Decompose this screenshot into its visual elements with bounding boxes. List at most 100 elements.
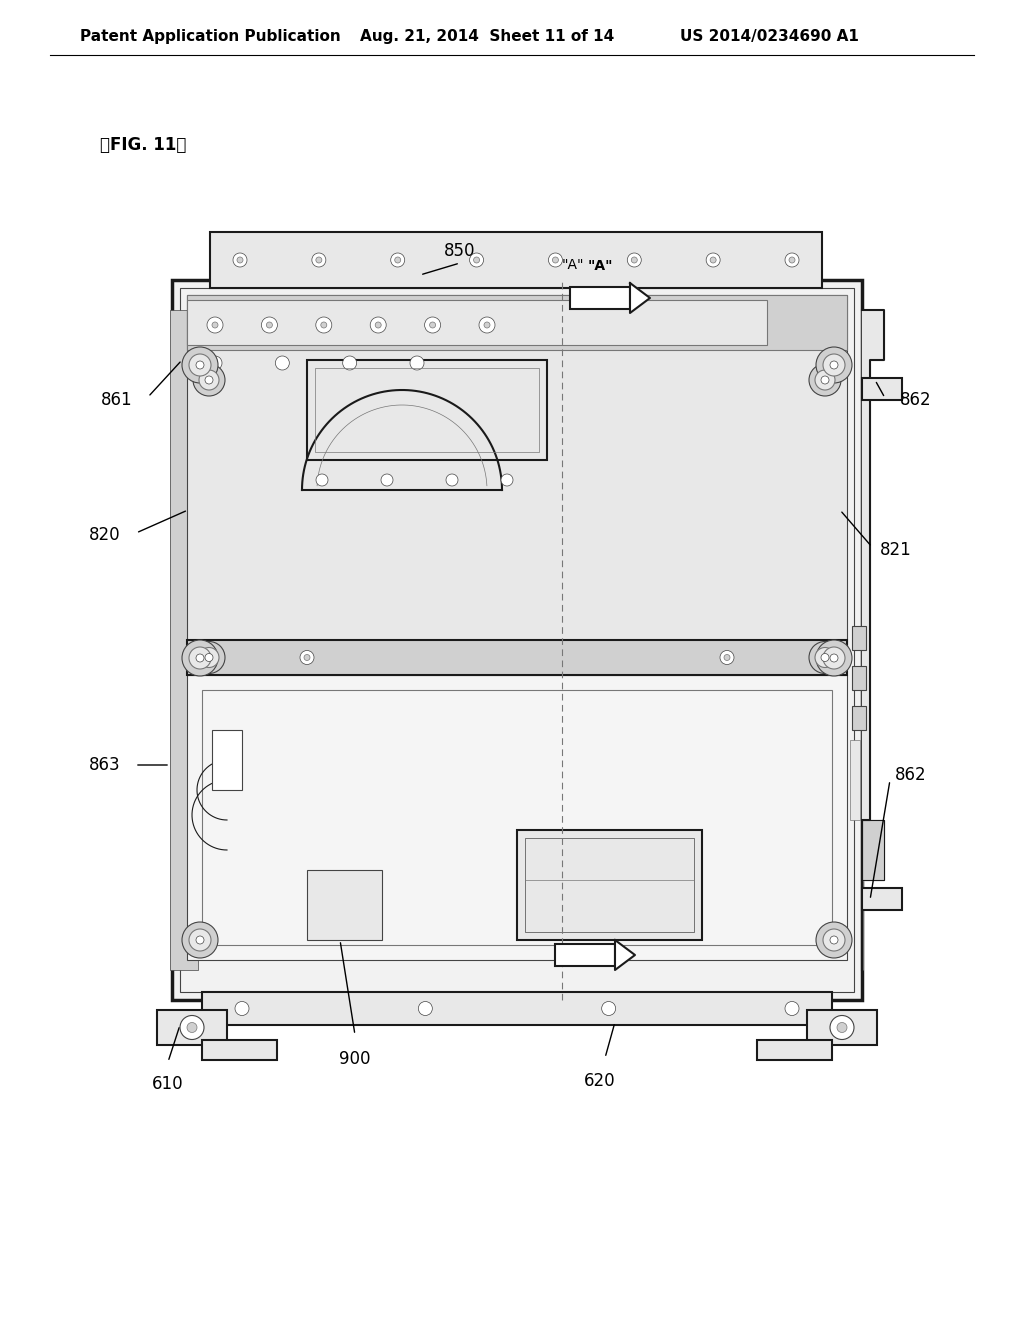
Circle shape: [823, 647, 845, 669]
Bar: [307, 870, 382, 940]
Bar: [212, 730, 242, 789]
Circle shape: [212, 322, 218, 327]
Text: 862: 862: [895, 766, 927, 784]
Circle shape: [182, 347, 218, 383]
Bar: [852, 626, 866, 649]
Circle shape: [830, 936, 838, 944]
Circle shape: [300, 651, 314, 664]
Circle shape: [321, 322, 327, 327]
Bar: [757, 1040, 831, 1060]
Bar: [157, 1010, 227, 1045]
Circle shape: [343, 356, 356, 370]
Circle shape: [809, 642, 841, 673]
Circle shape: [602, 1002, 615, 1015]
Circle shape: [196, 936, 204, 944]
Bar: [187, 294, 847, 350]
Circle shape: [823, 354, 845, 376]
Circle shape: [391, 253, 404, 267]
Circle shape: [484, 322, 490, 327]
Circle shape: [187, 1023, 197, 1032]
Circle shape: [823, 929, 845, 950]
Bar: [307, 360, 547, 459]
Circle shape: [207, 317, 223, 333]
Text: 862: 862: [900, 391, 932, 409]
Circle shape: [315, 317, 332, 333]
Polygon shape: [862, 820, 884, 880]
Bar: [202, 690, 831, 945]
Circle shape: [312, 253, 326, 267]
Circle shape: [371, 317, 386, 333]
Circle shape: [821, 376, 829, 384]
Circle shape: [205, 376, 213, 384]
Circle shape: [815, 370, 835, 389]
Bar: [315, 368, 539, 451]
Circle shape: [193, 642, 225, 673]
Text: Patent Application Publication: Patent Application Publication: [80, 29, 341, 45]
Circle shape: [275, 356, 290, 370]
Bar: [525, 838, 694, 932]
Bar: [862, 378, 902, 400]
Bar: [862, 888, 902, 909]
Circle shape: [710, 257, 716, 263]
Circle shape: [261, 317, 278, 333]
Circle shape: [199, 648, 219, 668]
Bar: [807, 1010, 877, 1045]
Text: 900: 900: [339, 1049, 371, 1068]
Text: 861: 861: [100, 391, 132, 409]
Text: 863: 863: [88, 756, 120, 774]
Bar: [187, 640, 847, 675]
Bar: [172, 280, 862, 1001]
Circle shape: [815, 648, 835, 668]
Bar: [170, 310, 198, 970]
Circle shape: [266, 322, 272, 327]
Circle shape: [304, 655, 310, 660]
Circle shape: [237, 257, 243, 263]
Circle shape: [479, 317, 495, 333]
Polygon shape: [862, 310, 884, 970]
Circle shape: [821, 653, 829, 661]
Circle shape: [785, 253, 799, 267]
Circle shape: [193, 364, 225, 396]
Circle shape: [552, 257, 558, 263]
Circle shape: [189, 929, 211, 950]
Circle shape: [785, 1002, 799, 1015]
Circle shape: [315, 257, 322, 263]
Text: "A": "A": [572, 916, 598, 931]
Bar: [187, 675, 847, 960]
Circle shape: [425, 317, 440, 333]
Circle shape: [631, 257, 637, 263]
Circle shape: [501, 474, 513, 486]
Circle shape: [196, 360, 204, 370]
Circle shape: [720, 651, 734, 664]
Text: 610: 610: [153, 1074, 184, 1093]
Circle shape: [830, 1015, 854, 1040]
Bar: [852, 667, 866, 690]
Circle shape: [816, 921, 852, 958]
Circle shape: [790, 257, 795, 263]
Circle shape: [196, 653, 204, 663]
Circle shape: [182, 640, 218, 676]
Circle shape: [470, 253, 483, 267]
Bar: [187, 294, 847, 660]
Bar: [187, 300, 767, 345]
Text: 620: 620: [584, 1072, 615, 1090]
Bar: [202, 993, 831, 1026]
Circle shape: [473, 257, 479, 263]
Bar: [555, 944, 615, 966]
Circle shape: [446, 474, 458, 486]
Bar: [852, 706, 866, 730]
Circle shape: [199, 370, 219, 389]
Circle shape: [180, 1015, 204, 1040]
Bar: [210, 232, 822, 288]
Text: 820: 820: [88, 525, 120, 544]
Text: 850: 850: [444, 242, 476, 260]
Text: Aug. 21, 2014  Sheet 11 of 14: Aug. 21, 2014 Sheet 11 of 14: [360, 29, 614, 45]
Circle shape: [707, 253, 720, 267]
Bar: [517, 830, 702, 940]
Text: 【FIG. 11】: 【FIG. 11】: [100, 136, 186, 154]
Bar: [570, 286, 630, 309]
Circle shape: [816, 640, 852, 676]
Circle shape: [381, 474, 393, 486]
Circle shape: [430, 322, 435, 327]
Bar: [180, 288, 854, 993]
